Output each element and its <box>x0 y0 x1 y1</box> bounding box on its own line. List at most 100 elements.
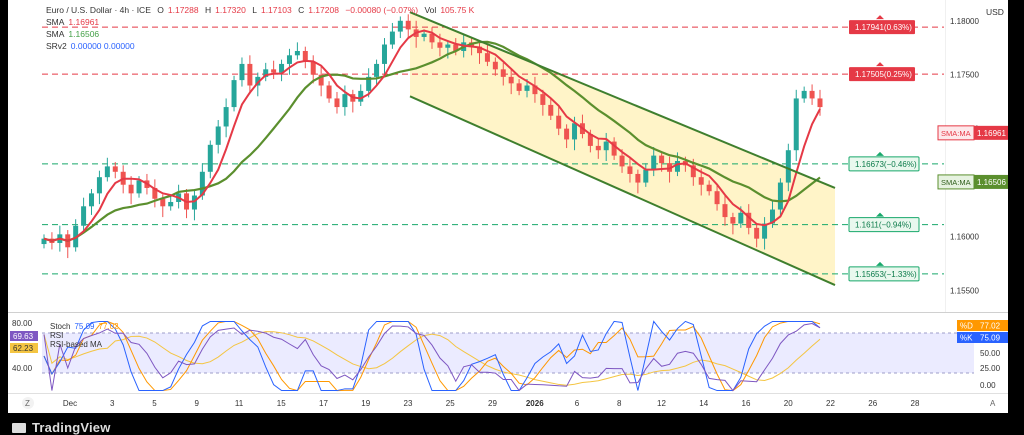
oscillator-left-tick: 80.00 <box>12 319 33 328</box>
indicator-value: 1.16961 <box>68 17 100 27</box>
candle-body <box>96 177 102 194</box>
level-label[interactable]: 1.16673(−0.46%) <box>848 151 920 172</box>
candle-body <box>310 61 316 75</box>
channel-lower-line[interactable] <box>409 95 836 286</box>
timezone-button[interactable] <box>22 397 34 409</box>
candle-body <box>777 182 783 210</box>
candle-body <box>746 212 752 228</box>
low-label: L <box>252 5 257 15</box>
sma-badge[interactable]: SMA:MA 1.16961 <box>937 125 1008 141</box>
level-label[interactable]: 1.15653(−1.33%) <box>848 261 920 282</box>
level-arrow-icon <box>876 15 884 20</box>
candle-body <box>397 20 403 32</box>
indicator-legend-sma-2[interactable]: SMA 1.16506 <box>46 28 478 40</box>
candle-body <box>556 115 562 129</box>
oscillator-right-badge-value: 77.02 <box>980 322 1001 331</box>
indicator-legend-srv2[interactable]: SRv2 0.00000 0.00000 <box>46 40 478 52</box>
time-tick-label: 3 <box>110 399 115 408</box>
candle-body <box>674 161 680 172</box>
candle-body <box>611 141 617 156</box>
indicator-name: SMA <box>46 29 65 39</box>
close-label: C <box>298 5 305 15</box>
candle-body <box>651 155 657 170</box>
candle-body <box>785 150 791 183</box>
channel-upper-line[interactable] <box>409 11 836 189</box>
candle-body <box>659 155 665 164</box>
level-label-box <box>848 217 920 233</box>
oscillator-left-badge <box>10 331 38 341</box>
candle-body <box>279 63 285 73</box>
candle-body <box>326 85 332 99</box>
symbol-legend[interactable]: Euro / U.S. Dollar · 4h · ICE O 1.17288 H… <box>46 4 478 52</box>
currency-label[interactable]: USD <box>986 7 1004 17</box>
oscillator-left-badge <box>10 343 38 353</box>
candle-body <box>492 61 498 70</box>
candle-body <box>381 44 387 64</box>
level-label[interactable]: 1.17941(0.63%) <box>849 15 915 35</box>
level-label[interactable]: 1.17505(0.25%) <box>849 62 915 82</box>
candle-body <box>706 184 712 192</box>
time-tick-label: 6 <box>575 399 580 408</box>
oscillator-left-tick: 40.00 <box>12 364 33 373</box>
level-arrow-icon <box>876 151 884 156</box>
candle-body <box>89 193 95 207</box>
oscillator-left-badge-value: 62.23 <box>13 344 34 353</box>
volume-value: 105.75 K <box>440 5 475 15</box>
time-tick-label: 29 <box>488 399 497 408</box>
candle-body <box>81 206 87 226</box>
stoch-legend[interactable]: Stoch 75.09 77.02 RSI RSI-based MA <box>50 322 123 349</box>
time-tick-label: 22 <box>826 399 835 408</box>
candle-body <box>595 145 601 151</box>
time-tick-label: 8 <box>617 399 622 408</box>
oscillator-right-tick: 25.00 <box>980 364 1001 373</box>
stoch-d-line <box>43 320 821 392</box>
candle-body <box>714 191 720 205</box>
level-label-box <box>848 266 920 282</box>
auto-scale-icon[interactable]: A <box>990 399 996 408</box>
candle-body <box>722 204 728 218</box>
candle-body <box>136 180 142 194</box>
candle-body <box>112 166 118 172</box>
support-resistance-levels <box>42 26 944 275</box>
time-tick-label: 28 <box>911 399 920 408</box>
time-tick-label: 15 <box>277 399 286 408</box>
candle-body <box>429 33 435 43</box>
candle-body <box>421 33 427 37</box>
candle-body <box>809 90 815 99</box>
level-label[interactable]: 1.1611(−0.94%) <box>848 212 920 233</box>
oscillator-right-badge[interactable] <box>957 320 1008 331</box>
indicator-name: SMA <box>46 17 65 27</box>
level-label-text: 1.17505(0.25%) <box>855 70 912 79</box>
candle-body <box>207 144 213 172</box>
candle-body <box>318 74 324 86</box>
candle-body <box>516 83 522 91</box>
high-label: H <box>204 5 212 15</box>
sma-badge-value: 1.16506 <box>977 178 1006 187</box>
candle-body <box>286 55 292 64</box>
candle-body <box>41 238 47 245</box>
indicator-legend-sma-1[interactable]: SMA 1.16961 <box>46 16 478 28</box>
open-value: 1.17288 <box>167 5 199 15</box>
candle-body <box>342 94 348 108</box>
sma-badge[interactable]: SMA:MA 1.16506 <box>937 174 1008 190</box>
oscillator-right-badge[interactable] <box>957 332 1008 343</box>
candle-body <box>160 198 166 207</box>
time-axis[interactable] <box>8 393 1008 413</box>
level-label-box <box>849 20 915 35</box>
stoch-k-line <box>43 320 821 392</box>
indicator-value: 1.16506 <box>68 29 100 39</box>
candle-body <box>754 227 760 239</box>
oscillator-scale: 80.00 40.00 69.63 62.23 50.00 25.00 0.00 %D 77.0… <box>10 319 1008 390</box>
candle-body <box>540 94 546 105</box>
candle-body <box>500 69 506 77</box>
stoch-band <box>42 333 974 373</box>
stoch-k-value: 75.09 <box>74 322 95 331</box>
candle-body <box>548 104 554 116</box>
symbol-title[interactable]: Euro / U.S. Dollar · 4h · ICE <box>46 5 151 15</box>
oscillator-left-badge-value: 69.63 <box>13 332 34 341</box>
oscillator-right-badge-label: %K <box>960 334 973 343</box>
level-label-text: 1.1611(−0.94%) <box>855 221 912 230</box>
sma-badges: SMA:MA 1.16961 SMA:MA 1.16506 <box>937 125 1008 190</box>
